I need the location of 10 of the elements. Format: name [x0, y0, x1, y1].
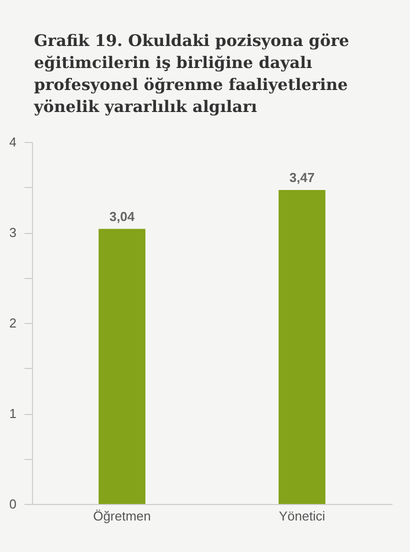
- data-label: 3,04: [109, 208, 136, 224]
- data-label: 3,47: [289, 170, 315, 185]
- y-tick-label: 4: [9, 134, 16, 150]
- chart-title: Grafik 19. Okuldaki pozisyona göre eğitimcilerin iş birliğine dayalı profesyonel öğrenme faaliyetlerine yönelik yararlılık algıları: [34, 30, 350, 118]
- x-tick-label: Öğretmen: [93, 508, 151, 524]
- y-tick-label: 2: [9, 316, 16, 330]
- y-tick-label: 1: [9, 406, 16, 421]
- x-tick-label: Yönetici: [278, 508, 326, 524]
- y-tick-label: 3: [9, 225, 16, 240]
- y-tick-label: 0: [9, 496, 16, 512]
